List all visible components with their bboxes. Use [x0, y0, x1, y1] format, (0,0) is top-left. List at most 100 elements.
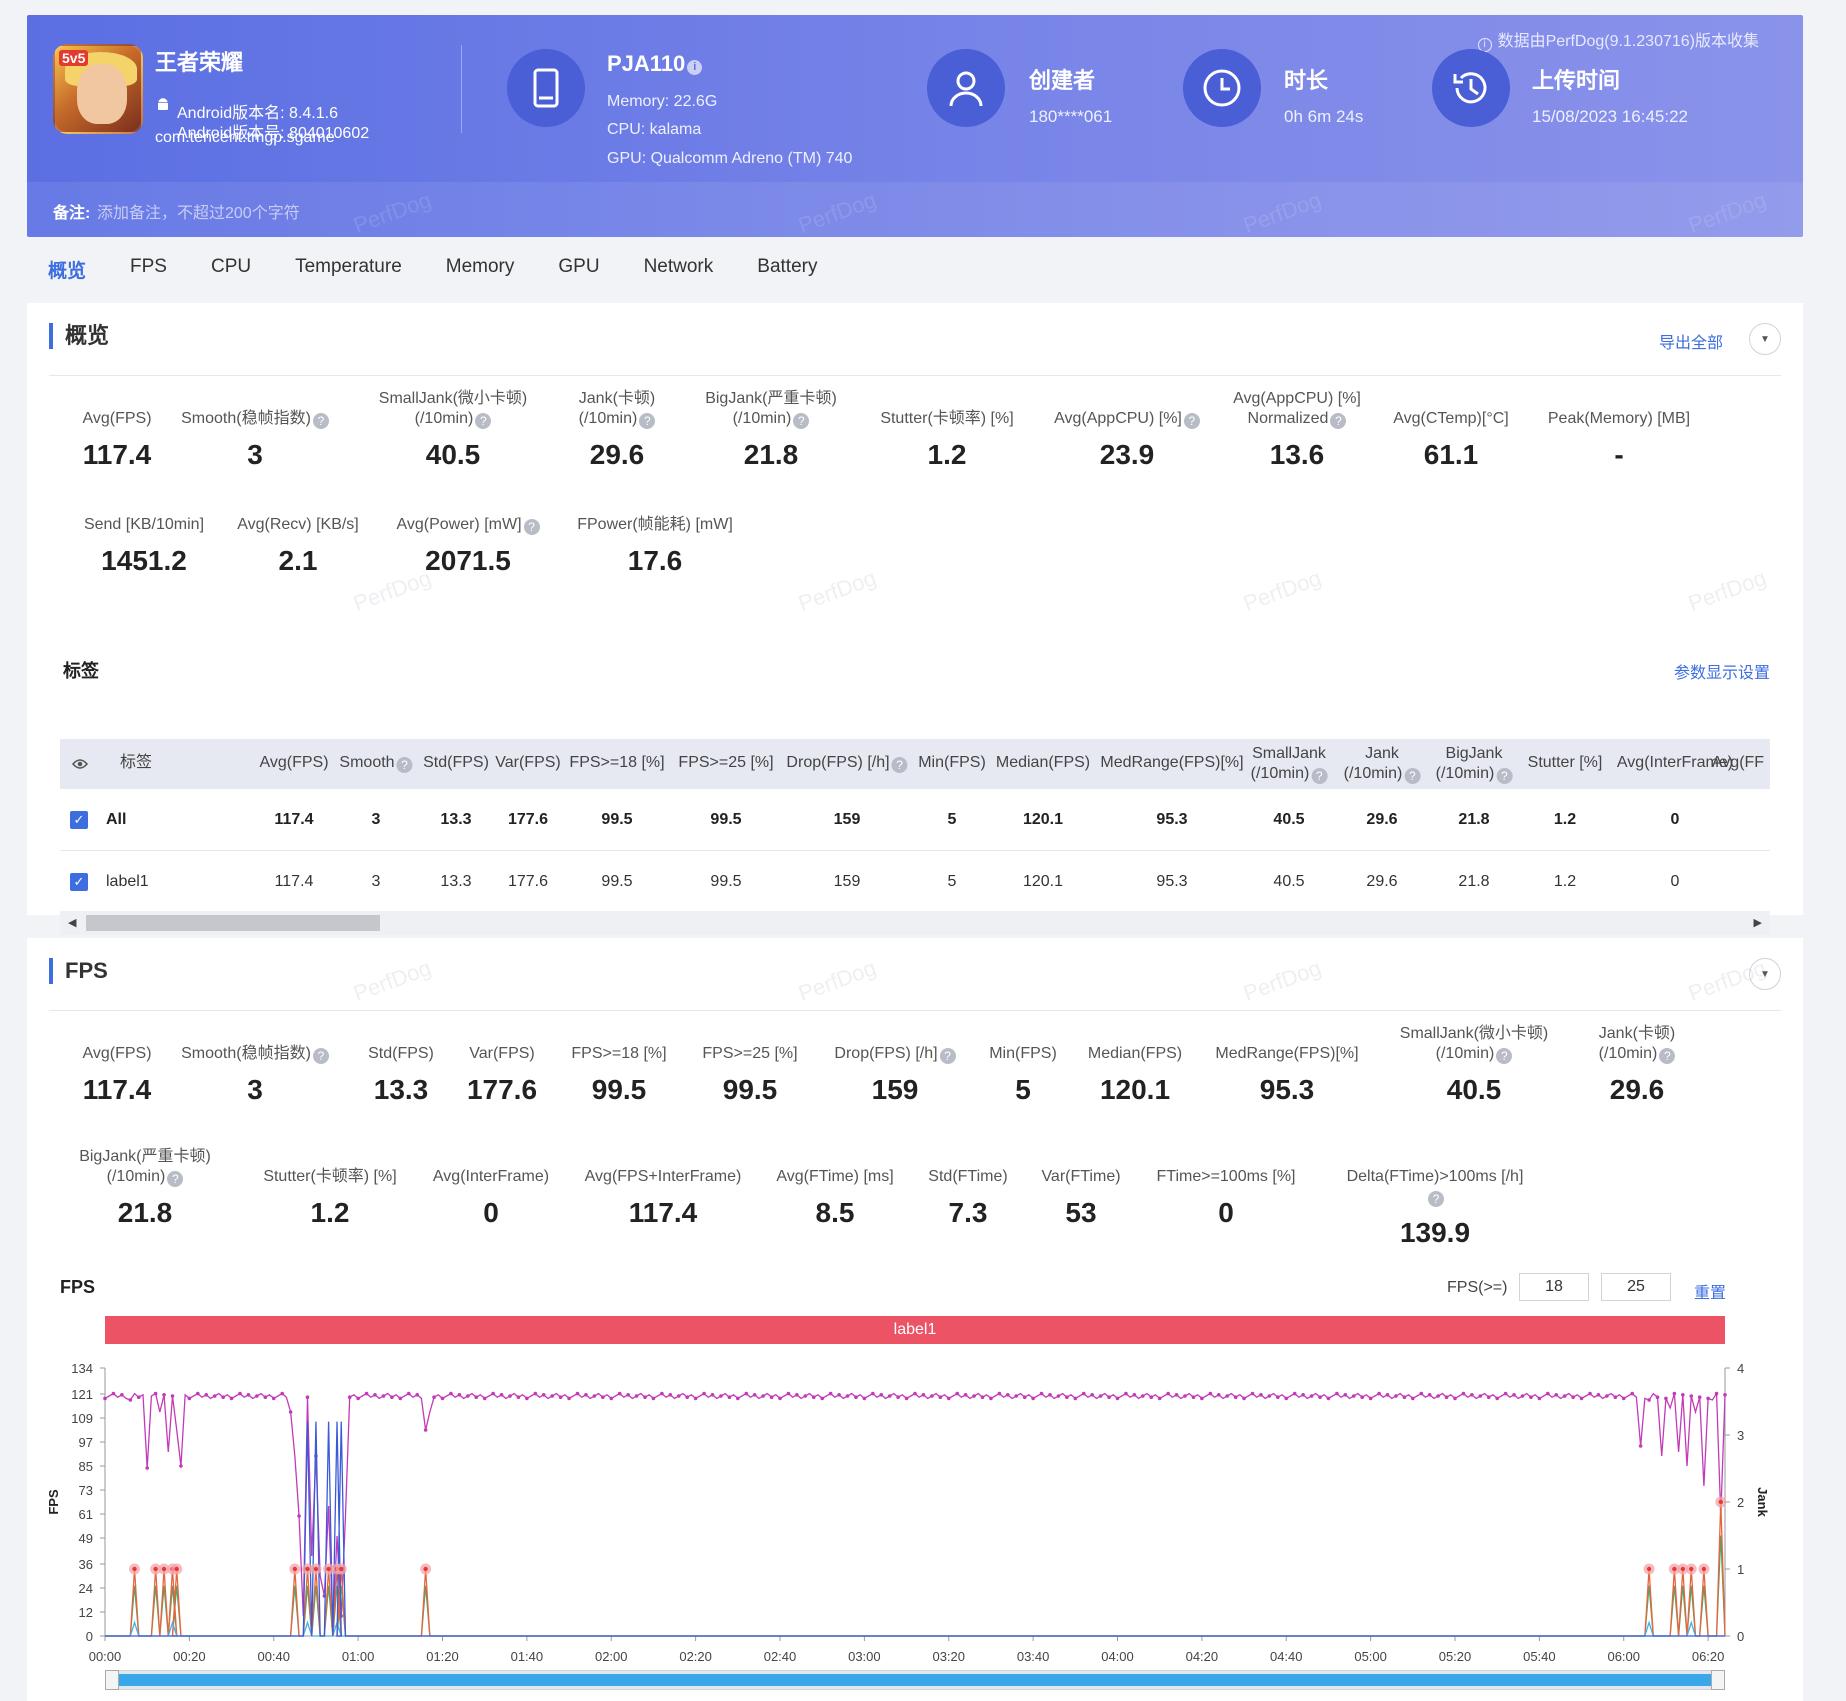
- label-bar[interactable]: label1: [105, 1316, 1725, 1344]
- jank-series-line: [105, 1501, 1726, 1637]
- column-header[interactable]: Stutter [%]: [1528, 753, 1603, 773]
- column-header[interactable]: BigJank (/10min)?: [1436, 744, 1513, 784]
- fps-point: [1453, 1396, 1457, 1401]
- stat-label-text: Delta(FTime)>100ms [/h]: [1346, 1168, 1524, 1185]
- column-header-text: Avg(FPS): [259, 754, 329, 771]
- fps-point: [271, 1396, 276, 1401]
- fps-point: [1115, 1396, 1120, 1401]
- row-checkbox[interactable]: ✓: [70, 873, 88, 891]
- fps-point: [811, 1395, 816, 1399]
- upload-title: 上传时间: [1532, 68, 1621, 93]
- display-settings-link[interactable]: 参数显示设置: [1673, 665, 1770, 682]
- table-cell: 40.5: [1273, 873, 1305, 890]
- column-header[interactable]: FPS>=18 [%]: [569, 753, 664, 773]
- help-icon[interactable]: ?: [312, 1048, 329, 1064]
- row-checkbox[interactable]: ✓: [70, 811, 88, 829]
- fps-threshold-input-2[interactable]: 25: [1601, 1273, 1671, 1301]
- fps-threshold-input-1[interactable]: 18: [1519, 1273, 1589, 1301]
- column-header[interactable]: Smooth?: [339, 753, 413, 773]
- column-header-text: FPS>=18 [%]: [569, 754, 665, 771]
- x-tick-label: 02:00: [595, 1649, 628, 1664]
- range-handle-start[interactable]: [105, 1670, 119, 1690]
- help-icon[interactable]: ?: [1183, 413, 1200, 429]
- help-icon[interactable]: ?: [523, 519, 540, 535]
- stat-label-text: Avg(FTime) [ms]: [776, 1168, 894, 1185]
- fps-point: [1208, 1391, 1213, 1396]
- tab-cpu[interactable]: CPU: [210, 256, 252, 277]
- scrollbar-thumb[interactable]: [86, 915, 380, 931]
- labels-title: 标签: [63, 661, 99, 681]
- help-icon[interactable]: ?: [1496, 768, 1513, 784]
- eye-icon[interactable]: [72, 757, 88, 771]
- stat-label: Avg(FPS): [27, 1044, 207, 1064]
- column-header[interactable]: Min(FPS): [918, 753, 986, 773]
- help-icon[interactable]: ?: [312, 413, 329, 429]
- help-icon[interactable]: ?: [475, 413, 492, 429]
- tab-network[interactable]: Network: [643, 256, 714, 277]
- help-icon[interactable]: ?: [1428, 1191, 1444, 1207]
- table-row[interactable]: ✓ All 117.4 3 13.3 177.6 99.5 99.5 159 5 120.1 95.3…: [60, 789, 1770, 851]
- column-header[interactable]: Std(FPS): [423, 753, 489, 773]
- help-icon[interactable]: ?: [1330, 413, 1347, 429]
- stat-item: FPower(帧能耗) [mW] 17.6: [565, 515, 745, 577]
- column-header[interactable]: Jank (/10min)?: [1344, 744, 1421, 784]
- help-icon[interactable]: ?: [1496, 1048, 1513, 1064]
- fps-point: [1571, 1395, 1575, 1399]
- column-header-text: (/10min): [1343, 765, 1403, 782]
- stat-label: SmallJank(微小卡顿): [363, 389, 543, 409]
- scroll-left-icon[interactable]: ◀: [68, 917, 77, 929]
- column-header[interactable]: Avg(FPS): [259, 753, 328, 773]
- fps-point: [972, 1394, 976, 1398]
- tab-temperature[interactable]: Temperature: [295, 256, 402, 277]
- table-row[interactable]: ✓ label1 117.4 3 13.3 177.6 99.5 99.5 159 5 120.1 9…: [60, 851, 1770, 913]
- help-icon[interactable]: ?: [639, 413, 656, 429]
- remark-input[interactable]: 添加备注，不超过200个字符: [97, 205, 300, 222]
- jank-marker-dot: [1689, 1566, 1694, 1572]
- column-header-text: (/10min): [1250, 765, 1310, 782]
- column-header[interactable]: Drop(FPS) [/h]?: [786, 753, 908, 773]
- column-header[interactable]: MedRange(FPS)[%]: [1100, 753, 1243, 773]
- help-icon[interactable]: ?: [1659, 1048, 1676, 1064]
- time-range-slider[interactable]: [105, 1670, 1725, 1690]
- device-info-icon[interactable]: i: [687, 60, 703, 75]
- app-package: com.tencent.tmgp.sgame: [155, 129, 335, 146]
- column-header[interactable]: Avg(InterFrame): [1617, 753, 1733, 773]
- help-icon[interactable]: ?: [1404, 768, 1421, 784]
- tab-battery[interactable]: Battery: [757, 256, 818, 277]
- column-header[interactable]: FPS>=25 [%]: [678, 753, 773, 773]
- table-horizontal-scrollbar[interactable]: ◀ ▶: [60, 911, 1770, 935]
- export-all-link[interactable]: 导出全部: [1658, 335, 1723, 352]
- help-icon[interactable]: ?: [1311, 768, 1328, 784]
- app-icon-face: [77, 64, 127, 124]
- header-divider: [461, 45, 462, 133]
- stat-value: 21.8: [743, 439, 799, 470]
- fps-point: [584, 1393, 588, 1397]
- range-handle-end[interactable]: [1711, 1670, 1725, 1690]
- tab-overview[interactable]: 概览: [48, 261, 87, 282]
- help-icon[interactable]: ?: [167, 1171, 184, 1187]
- help-icon[interactable]: ?: [939, 1048, 956, 1064]
- help-icon[interactable]: ?: [891, 757, 908, 773]
- stat-value: 7.3: [948, 1197, 988, 1228]
- scroll-right-icon[interactable]: ▶: [1753, 917, 1762, 929]
- tab-fps[interactable]: FPS: [130, 256, 167, 277]
- stat-label: Avg(CTemp)[°C]: [1361, 409, 1541, 429]
- help-icon[interactable]: ?: [396, 757, 413, 773]
- column-header[interactable]: Median(FPS): [996, 753, 1090, 773]
- stat-label: (/10min)?: [55, 1167, 235, 1187]
- reset-link[interactable]: 重置: [1694, 1285, 1727, 1302]
- table-cell: 3: [371, 873, 381, 890]
- column-header[interactable]: SmallJank (/10min)?: [1251, 744, 1328, 784]
- collapse-fps-button[interactable]: ▼: [1749, 958, 1781, 990]
- tab-memory[interactable]: Memory: [445, 256, 515, 277]
- column-header[interactable]: 标签: [120, 753, 152, 773]
- fps-point: [1419, 1391, 1424, 1396]
- help-icon[interactable]: ?: [793, 413, 810, 429]
- column-header[interactable]: Var(FPS): [495, 753, 560, 773]
- smalljank-series-line: [105, 1535, 1726, 1637]
- column-header[interactable]: Avg(FF: [1712, 753, 1764, 773]
- tab-gpu[interactable]: GPU: [558, 256, 600, 277]
- collapse-overview-button[interactable]: ▼: [1749, 323, 1781, 355]
- chevron-down-icon: ▼: [1760, 333, 1770, 345]
